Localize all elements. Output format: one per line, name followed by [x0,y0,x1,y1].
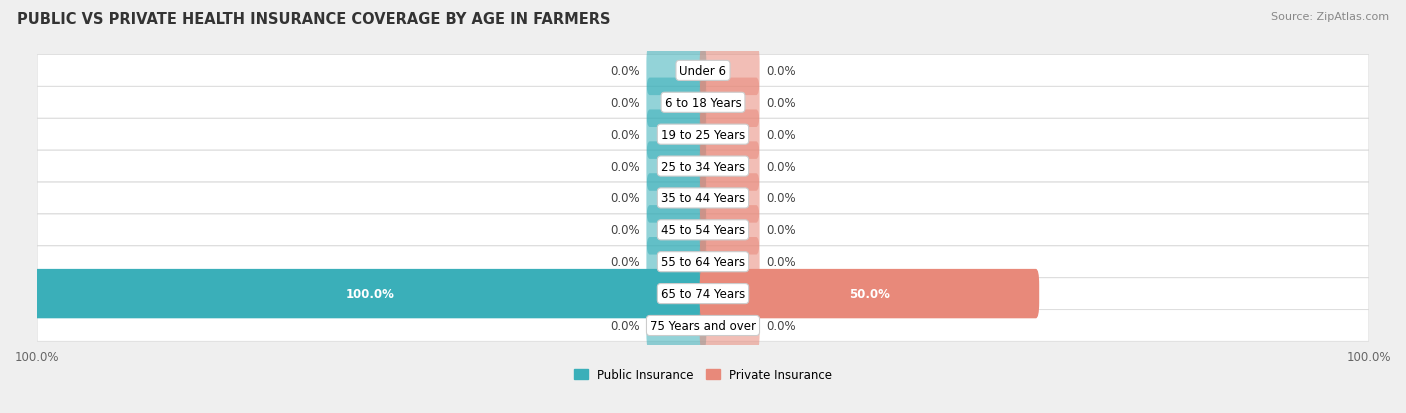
Text: 25 to 34 Years: 25 to 34 Years [661,160,745,173]
Text: 0.0%: 0.0% [610,97,640,109]
FancyBboxPatch shape [700,206,759,255]
FancyBboxPatch shape [37,214,1369,246]
Text: 0.0%: 0.0% [610,256,640,268]
Text: 50.0%: 50.0% [849,287,890,300]
FancyBboxPatch shape [700,237,759,287]
FancyBboxPatch shape [37,246,1369,278]
Text: 0.0%: 0.0% [766,224,796,237]
FancyBboxPatch shape [37,151,1369,183]
FancyBboxPatch shape [647,78,706,128]
Text: 45 to 54 Years: 45 to 54 Years [661,224,745,237]
FancyBboxPatch shape [700,301,759,350]
Text: 0.0%: 0.0% [766,192,796,205]
Text: 35 to 44 Years: 35 to 44 Years [661,192,745,205]
Text: Under 6: Under 6 [679,65,727,78]
FancyBboxPatch shape [647,174,706,223]
Text: 0.0%: 0.0% [766,319,796,332]
FancyBboxPatch shape [34,269,706,318]
FancyBboxPatch shape [37,310,1369,342]
Text: 0.0%: 0.0% [766,128,796,141]
Text: 0.0%: 0.0% [766,160,796,173]
Text: 6 to 18 Years: 6 to 18 Years [665,97,741,109]
FancyBboxPatch shape [37,183,1369,214]
FancyBboxPatch shape [647,301,706,350]
FancyBboxPatch shape [37,278,1369,310]
Text: 19 to 25 Years: 19 to 25 Years [661,128,745,141]
FancyBboxPatch shape [647,142,706,191]
FancyBboxPatch shape [700,174,759,223]
FancyBboxPatch shape [37,119,1369,151]
Text: 0.0%: 0.0% [766,65,796,78]
Legend: Public Insurance, Private Insurance: Public Insurance, Private Insurance [569,363,837,386]
Text: 0.0%: 0.0% [610,224,640,237]
FancyBboxPatch shape [647,237,706,287]
FancyBboxPatch shape [700,78,759,128]
FancyBboxPatch shape [700,269,1039,318]
Text: 0.0%: 0.0% [766,97,796,109]
Text: 0.0%: 0.0% [610,319,640,332]
Text: 0.0%: 0.0% [610,192,640,205]
Text: 0.0%: 0.0% [610,65,640,78]
FancyBboxPatch shape [700,142,759,191]
FancyBboxPatch shape [647,47,706,96]
Text: 55 to 64 Years: 55 to 64 Years [661,256,745,268]
Text: 65 to 74 Years: 65 to 74 Years [661,287,745,300]
FancyBboxPatch shape [700,110,759,159]
FancyBboxPatch shape [700,47,759,96]
Text: 0.0%: 0.0% [610,160,640,173]
FancyBboxPatch shape [37,87,1369,119]
Text: 75 Years and over: 75 Years and over [650,319,756,332]
Text: 0.0%: 0.0% [766,256,796,268]
FancyBboxPatch shape [647,206,706,255]
Text: 0.0%: 0.0% [610,128,640,141]
Text: Source: ZipAtlas.com: Source: ZipAtlas.com [1271,12,1389,22]
Text: PUBLIC VS PRIVATE HEALTH INSURANCE COVERAGE BY AGE IN FARMERS: PUBLIC VS PRIVATE HEALTH INSURANCE COVER… [17,12,610,27]
FancyBboxPatch shape [37,55,1369,87]
Text: 100.0%: 100.0% [346,287,395,300]
FancyBboxPatch shape [647,110,706,159]
